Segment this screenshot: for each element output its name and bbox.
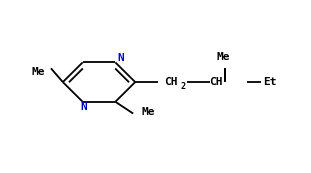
Text: Me: Me (141, 107, 155, 117)
Text: N: N (117, 53, 124, 63)
Text: N: N (80, 102, 87, 112)
Text: Me: Me (217, 52, 230, 62)
Text: Et: Et (263, 77, 276, 87)
Text: 2: 2 (181, 81, 186, 90)
Text: CH: CH (164, 77, 177, 87)
Text: Me: Me (31, 67, 45, 77)
Text: CH: CH (210, 77, 223, 87)
